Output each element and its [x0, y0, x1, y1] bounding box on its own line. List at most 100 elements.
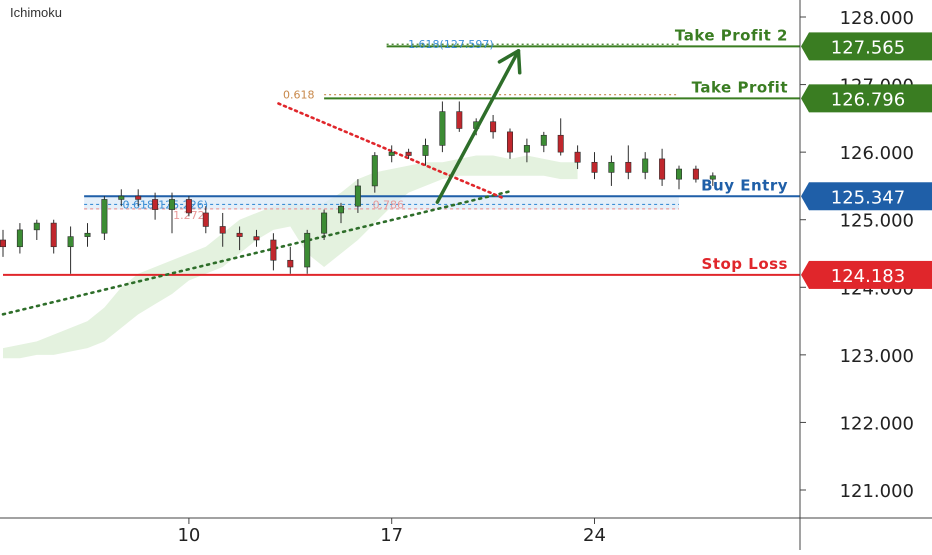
candle-body: [490, 121, 497, 133]
time-tick-label: 10: [177, 525, 200, 546]
candle-up: [523, 138, 530, 163]
candle-down: [659, 148, 666, 186]
candle-up: [371, 152, 378, 193]
candle-body: [388, 151, 395, 156]
price-badge-label: 126.796: [831, 89, 905, 110]
candle-body: [659, 158, 666, 180]
candle-body: [202, 212, 209, 227]
candle-down: [490, 114, 497, 139]
candle-down: [0, 229, 6, 257]
candle-down: [152, 192, 159, 220]
candle-down: [185, 196, 192, 217]
candle-body: [270, 239, 277, 261]
candle-body: [422, 145, 429, 156]
candle-body: [439, 111, 446, 146]
candle-body: [405, 151, 412, 156]
price-badge-pointer: [801, 84, 809, 113]
candle-down: [625, 145, 632, 180]
price-badge-stop-loss: 124.183: [801, 260, 932, 289]
candle-down: [270, 233, 277, 271]
candle-body: [608, 161, 615, 173]
candle-body: [50, 222, 57, 248]
candle-up: [16, 223, 23, 254]
price-tick-label: 121.000: [840, 481, 914, 502]
price-badge-pointer: [801, 182, 809, 211]
price-badge-bg: [809, 182, 932, 211]
candle-up: [304, 229, 311, 274]
candle-up: [388, 145, 395, 163]
candle-body: [456, 111, 463, 129]
candle-down: [219, 212, 226, 247]
candle-body: [675, 168, 682, 180]
candle-body: [354, 185, 361, 207]
candle-body: [574, 151, 581, 163]
candle-down: [135, 189, 142, 207]
candle-down: [50, 219, 57, 254]
candle-body: [287, 259, 294, 268]
candle-up: [642, 152, 649, 180]
price-badge-label: 127.565: [831, 37, 905, 58]
price-badge-label: 124.183: [831, 266, 905, 287]
candle-down: [557, 118, 564, 156]
candle-up: [321, 209, 328, 240]
candle-body: [253, 236, 260, 241]
candle-up: [540, 131, 547, 153]
price-tick-label: 122.000: [840, 413, 914, 434]
candle-down: [287, 246, 294, 274]
candle-body: [371, 155, 378, 187]
candle-up: [608, 155, 615, 186]
entry-zone: [84, 196, 680, 210]
candle-up: [33, 219, 40, 240]
candle-down: [692, 165, 699, 183]
price-badge-bg: [809, 260, 932, 289]
candle-up: [67, 226, 74, 274]
price-badge-pointer: [801, 260, 809, 289]
candle-body: [304, 232, 311, 268]
candle-body: [557, 134, 564, 153]
candle-down: [405, 148, 412, 159]
candle-down: [574, 145, 581, 170]
candle-up: [709, 172, 716, 186]
price-badge-buy-entry: 125.347: [801, 182, 932, 211]
level-label-take-profit: Take Profit: [692, 78, 788, 96]
candle-body: [118, 195, 125, 200]
candle-body: [101, 199, 108, 234]
price-tick-label: 128.000: [840, 8, 914, 29]
fib-label: 0.618: [283, 89, 315, 102]
candle-up: [675, 165, 682, 190]
candle-body: [236, 232, 243, 237]
time-tick-label: 17: [380, 525, 403, 546]
price-badge-pointer: [801, 32, 809, 61]
candle-body: [219, 226, 226, 234]
resistance-trendline: [277, 102, 505, 200]
candle-up: [169, 192, 176, 234]
candle-up: [439, 101, 446, 153]
price-tick-label: 125.000: [840, 211, 914, 232]
candle-up: [84, 223, 91, 247]
indicator-label: Ichimoku: [10, 5, 63, 20]
price-tick-label: 123.000: [840, 346, 914, 367]
candle-body: [321, 212, 328, 234]
candle-body: [523, 145, 530, 153]
candle-body: [67, 236, 74, 248]
candle-body: [169, 199, 176, 210]
price-badge-take-profit: 126.796: [801, 84, 932, 113]
candle-up: [354, 179, 361, 213]
candle-body: [16, 229, 23, 248]
candle-body: [33, 222, 40, 231]
candle-body: [185, 199, 192, 214]
candle-down: [236, 226, 243, 251]
candle-up: [118, 189, 125, 207]
candle-up: [101, 196, 108, 240]
candle-down: [456, 101, 463, 132]
time-tick-label: 24: [583, 525, 606, 546]
candle-body: [0, 239, 6, 248]
candle-body: [152, 199, 159, 210]
price-badge-take-profit-2: 127.565: [801, 32, 932, 61]
candle-up: [337, 202, 344, 224]
candle-down: [202, 206, 209, 234]
candle-body: [709, 175, 716, 180]
candle-body: [135, 195, 142, 200]
